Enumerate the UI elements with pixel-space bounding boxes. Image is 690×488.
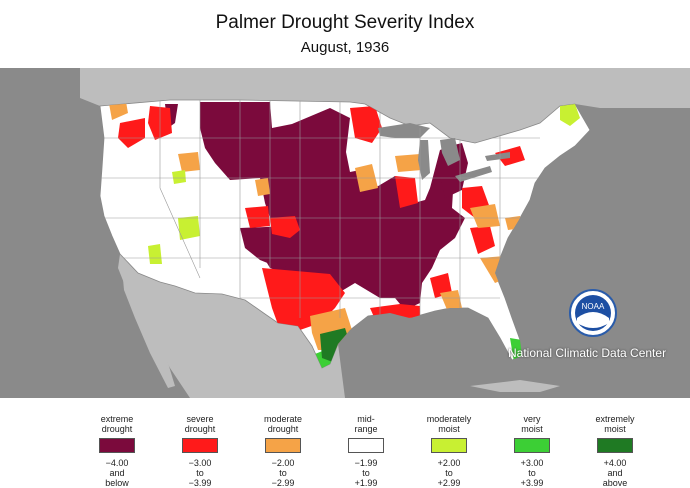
legend: extreme drought −4.00 and below severe drought… — [0, 404, 690, 488]
legend-swatch — [265, 438, 301, 453]
legend-swatch — [597, 438, 633, 453]
legend-swatch — [348, 438, 384, 453]
region-moderate-drought-3 — [395, 154, 422, 172]
drought-map — [0, 68, 690, 398]
agency-name: National Climatic Data Center — [508, 346, 667, 360]
baja-california — [122, 268, 175, 388]
canada-landmass — [80, 68, 690, 143]
lake-ontario — [485, 152, 510, 161]
region-moderately-moist-ut — [178, 216, 200, 240]
legend-label-line: moist — [604, 424, 626, 434]
lake-huron — [440, 138, 460, 166]
legend-range: −1.99 to +1.99 — [326, 458, 406, 488]
legend-label-line: severe — [186, 414, 214, 424]
noaa-logo: NOAA — [569, 289, 617, 337]
legend-range-line: −2.00 — [271, 458, 295, 468]
region-severe-drought-ms — [430, 273, 452, 298]
legend-range: −3.00 to −3.99 — [160, 458, 240, 488]
map-title: Palmer Drought Severity Index — [215, 12, 475, 33]
legend-label-line: drought — [267, 424, 299, 434]
legend-item: extremely moist +4.00 and above — [575, 404, 655, 488]
legend-item: extreme drought −4.00 and below — [77, 404, 157, 488]
legend-range-line: to — [528, 468, 536, 478]
region-moderately-moist-me — [560, 104, 580, 126]
region-moderate-drought-9 — [255, 178, 270, 196]
legend-range-line: +1.99 — [354, 478, 378, 488]
cuba-landmass — [470, 380, 560, 392]
region-severe-drought-ut — [245, 206, 270, 228]
legend-range: −4.00 and below — [77, 458, 157, 488]
legend-label-line: range — [354, 424, 378, 434]
legend-item: mid-range −1.99 to +1.99 — [326, 404, 406, 488]
legend-label-line: drought — [101, 424, 133, 434]
legend-swatch — [182, 438, 218, 453]
legend-label: severe drought — [160, 404, 240, 434]
legend-range-line: to — [196, 468, 204, 478]
legend-range-line: −4.00 — [105, 458, 129, 468]
legend-label: moderate drought — [243, 404, 323, 434]
legend-label: moderately moist — [409, 404, 489, 434]
legend-label-line: moderately — [426, 414, 472, 424]
region-moderately-moist-nv — [148, 244, 162, 264]
legend-label-line: drought — [184, 424, 216, 434]
legend-item: moderate drought −2.00 to −2.99 — [243, 404, 323, 488]
legend-range-line: +2.99 — [437, 478, 461, 488]
region-moderate-drought-4 — [470, 204, 500, 228]
legend-range-line: −1.99 — [354, 458, 378, 468]
legend-label: extremely moist — [575, 404, 655, 434]
legend-range: −2.00 to −2.99 — [243, 458, 323, 488]
legend-label: very moist — [492, 404, 572, 434]
legend-label-line: moderate — [263, 414, 303, 424]
region-severe-drought-wv — [470, 226, 495, 254]
legend-range-line: below — [105, 478, 129, 488]
state-boundaries — [100, 100, 540, 318]
legend-item: moderately moist +2.00 to +2.99 — [409, 404, 489, 488]
region-severe-drought-in — [395, 176, 418, 208]
legend-range-line: to — [362, 468, 370, 478]
legend-label-line: extremely — [595, 414, 635, 424]
legend-range-line: +4.00 — [603, 458, 627, 468]
lake-superior — [378, 123, 430, 138]
legend-range-line: to — [279, 468, 287, 478]
legend-range-line: −3.00 — [188, 458, 212, 468]
legend-range-line: and — [109, 468, 125, 478]
legend-label: mid-range — [326, 404, 406, 434]
region-severe-drought-id — [118, 118, 145, 148]
legend-range-line: −3.99 — [188, 478, 212, 488]
legend-item: severe drought −3.00 to −3.99 — [160, 404, 240, 488]
legend-range-line: +3.00 — [520, 458, 544, 468]
legend-range-line: −2.99 — [271, 478, 295, 488]
legend-label-line: moist — [438, 424, 460, 434]
legend-label: extreme drought — [77, 404, 157, 434]
legend-swatch — [431, 438, 467, 453]
legend-range: +3.00 to +3.99 — [492, 458, 572, 488]
legend-swatch — [99, 438, 135, 453]
legend-label-line: mid- — [357, 414, 375, 424]
noaa-logo-text: NOAA — [582, 302, 605, 311]
legend-range-line: and — [607, 468, 623, 478]
region-moderate-drought-8 — [178, 152, 200, 172]
legend-label-line: very — [523, 414, 541, 424]
legend-swatch — [514, 438, 550, 453]
region-severe-drought-w — [270, 216, 300, 238]
map-subtitle: August, 1936 — [300, 39, 390, 56]
legend-label-line: extreme — [100, 414, 134, 424]
legend-range-line: to — [445, 468, 453, 478]
lake-michigan — [418, 140, 430, 180]
legend-item: very moist +3.00 to +3.99 — [492, 404, 572, 488]
legend-label-line: moist — [521, 424, 543, 434]
mexico-landmass — [118, 254, 345, 398]
legend-range-line: above — [602, 478, 628, 488]
legend-range-line: +3.99 — [520, 478, 544, 488]
legend-range: +4.00 and above — [575, 458, 655, 488]
legend-range: +2.00 to +2.99 — [409, 458, 489, 488]
legend-range-line: +2.00 — [437, 458, 461, 468]
region-moderately-moist-id — [172, 170, 186, 184]
region-moderate-drought-6 — [440, 290, 462, 312]
region-severe-drought-mw — [350, 106, 382, 143]
